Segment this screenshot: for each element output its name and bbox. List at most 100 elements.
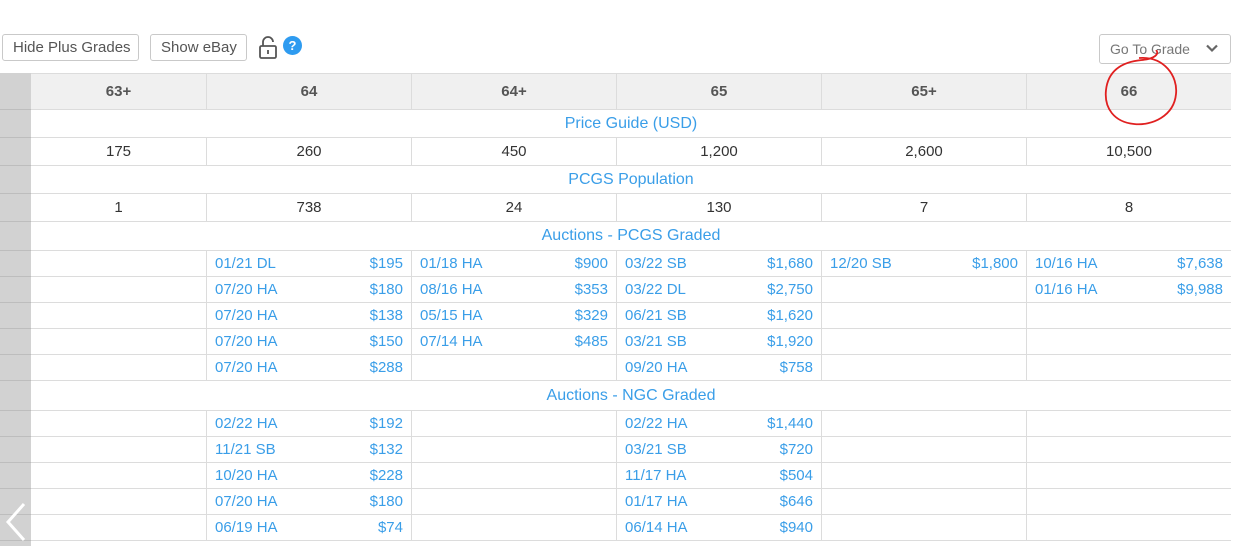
auction-date-link[interactable]: 12/20 SB [830, 255, 892, 272]
auction-price-link[interactable]: $9,988 [1177, 281, 1223, 298]
auction-price-link[interactable]: $7,638 [1177, 255, 1223, 272]
auction-cell[interactable]: 06/19 HA $74 [206, 515, 411, 540]
auction-price-link[interactable]: $1,800 [972, 255, 1018, 272]
auction-cell[interactable]: 01/18 HA $900 [411, 251, 616, 276]
auction-price-link[interactable]: $504 [779, 467, 813, 484]
auction-date-link[interactable]: 06/21 SB [625, 307, 687, 324]
auction-date-link[interactable]: 10/20 HA [215, 467, 278, 484]
auction-price-link[interactable]: $180 [369, 493, 403, 510]
auction-price-link[interactable]: $900 [574, 255, 608, 272]
auction-date-link[interactable]: 01/21 DL [215, 255, 276, 272]
auction-date-link[interactable]: 02/22 HA [215, 415, 278, 432]
auction-cell[interactable]: 12/20 SB $1,800 [821, 251, 1026, 276]
auction-cell[interactable]: 03/22 SB $1,680 [616, 251, 821, 276]
auction-price-link[interactable]: $2,750 [767, 281, 813, 298]
auction-cell[interactable]: 02/22 HA $192 [206, 411, 411, 436]
auction-cell[interactable]: 10/20 HA $228 [206, 463, 411, 488]
auction-cell[interactable]: 07/20 HA $150 [206, 329, 411, 354]
auction-price-link[interactable]: $74 [377, 519, 403, 536]
auction-price-link[interactable]: $150 [369, 333, 403, 350]
grade-header-cell[interactable]: 65 [616, 74, 821, 109]
auction-cell[interactable]: 02/22 HA $1,440 [616, 411, 821, 436]
help-icon[interactable]: ? [283, 36, 302, 55]
auction-price-link[interactable]: $940 [779, 519, 813, 536]
auction-date-link[interactable]: 09/20 HA [625, 359, 688, 376]
auction-date-link[interactable]: 03/21 SB [625, 333, 687, 350]
auction-price-link[interactable]: $646 [779, 493, 813, 510]
auction-date-link[interactable]: 11/17 HA [625, 467, 687, 484]
auction-date-link[interactable]: 01/16 HA [1035, 281, 1098, 298]
grade-header-cell[interactable]: 64 [206, 74, 411, 109]
auction-date-link[interactable]: 07/20 HA [215, 359, 278, 376]
auction-cell [1026, 515, 1231, 540]
auction-price-link[interactable]: $353 [574, 281, 608, 298]
auction-cell[interactable]: 01/21 DL $195 [206, 251, 411, 276]
auction-date-link[interactable]: 02/22 HA [625, 415, 688, 432]
auction-price-link[interactable]: $195 [369, 255, 403, 272]
auction-price-link[interactable]: $720 [779, 441, 813, 458]
hide-plus-grades-button[interactable]: Hide Plus Grades [2, 34, 139, 61]
auction-cell[interactable]: 03/21 SB $1,920 [616, 329, 821, 354]
auction-cell[interactable]: 07/20 HA $180 [206, 277, 411, 302]
auction-price-link[interactable]: $1,920 [767, 333, 813, 350]
auction-row: 01/21 DL $195 01/18 HA $900 03/22 SB $1,680 12… [31, 251, 1231, 277]
auction-price-link[interactable]: $132 [369, 441, 403, 458]
auction-date-link[interactable]: 10/16 HA [1035, 255, 1098, 272]
auction-cell[interactable]: 07/20 HA $180 [206, 489, 411, 514]
auction-date-link[interactable]: 06/19 HA [215, 519, 278, 536]
auction-date-link[interactable]: 11/21 SB [215, 441, 276, 458]
auction-date-link[interactable]: 03/22 DL [625, 281, 686, 298]
go-to-grade-dropdown[interactable]: Go To Grade [1099, 34, 1231, 64]
grade-table: 63+ 64 64+ 65 65+ 66 Price Guide (USD) 175 260 45… [0, 73, 1231, 546]
grade-header-cell[interactable]: 63+ [105, 83, 132, 100]
auction-date-link[interactable]: 07/14 HA [420, 333, 483, 350]
auction-price-link[interactable]: $329 [574, 307, 608, 324]
auction-price-link[interactable]: $228 [369, 467, 403, 484]
auction-cell[interactable]: 03/22 DL $2,750 [616, 277, 821, 302]
auction-cell[interactable]: 01/17 HA $646 [616, 489, 821, 514]
grade-header-cell[interactable]: 66 [1026, 74, 1231, 109]
auction-price-link[interactable]: $1,680 [767, 255, 813, 272]
chevron-left-icon[interactable] [2, 501, 30, 543]
auction-cell[interactable]: 03/21 SB $720 [616, 437, 821, 462]
auction-cell[interactable]: 07/20 HA $138 [206, 303, 411, 328]
auction-cell[interactable]: 01/16 HA $9,988 [1026, 277, 1231, 302]
auction-price-link[interactable]: $192 [369, 415, 403, 432]
auction-price-link[interactable]: $180 [369, 281, 403, 298]
auction-cell[interactable]: 11/21 SB $132 [206, 437, 411, 462]
auction-cell [821, 277, 1026, 302]
auction-cell[interactable]: 11/17 HA $504 [616, 463, 821, 488]
auction-date-link[interactable]: 06/14 HA [625, 519, 688, 536]
auction-cell[interactable]: 06/21 SB $1,620 [616, 303, 821, 328]
auction-price-link[interactable]: $758 [779, 359, 813, 376]
auction-price-link[interactable]: $138 [369, 307, 403, 324]
auction-cell[interactable]: 05/15 HA $329 [411, 303, 616, 328]
auction-date-link[interactable]: 08/16 HA [420, 281, 483, 298]
auction-cell[interactable]: 10/16 HA $7,638 [1026, 251, 1231, 276]
auction-date-link[interactable]: 07/20 HA [215, 281, 278, 298]
auction-date-link[interactable]: 07/20 HA [215, 307, 278, 324]
auction-price-link[interactable]: $1,440 [767, 415, 813, 432]
grade-header-cell[interactable]: 65+ [821, 74, 1026, 109]
auction-date-link[interactable]: 03/21 SB [625, 441, 687, 458]
auction-date-link[interactable]: 01/17 HA [625, 493, 688, 510]
auction-cell[interactable]: 08/16 HA $353 [411, 277, 616, 302]
grade-header-cell[interactable]: 64+ [411, 74, 616, 109]
auction-date-link[interactable]: 01/18 HA [420, 255, 483, 272]
show-ebay-button[interactable]: Show eBay [150, 34, 247, 61]
auction-cell[interactable]: 07/20 HA $288 [206, 355, 411, 380]
chevron-down-icon [1206, 44, 1218, 53]
auction-price-link[interactable]: $288 [369, 359, 403, 376]
auction-price-link[interactable]: $1,620 [767, 307, 813, 324]
row-sidebar [0, 73, 31, 546]
auction-date-link[interactable]: 07/20 HA [215, 493, 278, 510]
auction-cell[interactable]: 09/20 HA $758 [616, 355, 821, 380]
section-header-row: Price Guide (USD) [31, 110, 1231, 138]
auction-cell[interactable]: 07/14 HA $485 [411, 329, 616, 354]
auction-cell[interactable]: 06/14 HA $940 [616, 515, 821, 540]
auction-price-link[interactable]: $485 [574, 333, 608, 350]
auction-date-link[interactable]: 05/15 HA [420, 307, 483, 324]
lock-open-icon[interactable] [257, 35, 279, 60]
auction-date-link[interactable]: 07/20 HA [215, 333, 278, 350]
auction-date-link[interactable]: 03/22 SB [625, 255, 687, 272]
